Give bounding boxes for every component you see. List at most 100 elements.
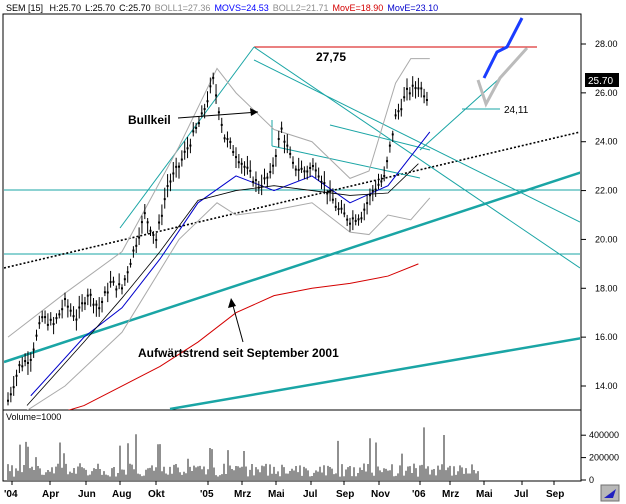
header-part: H:25.70	[50, 3, 82, 13]
x-tick-label: '05	[200, 489, 214, 500]
vol-tick-label: 200000	[589, 453, 619, 463]
price-close-mark	[386, 160, 389, 163]
header-symbol: SEM [15]	[6, 3, 43, 13]
price-close-mark	[75, 318, 78, 321]
price-close-mark	[41, 316, 44, 319]
price-close-mark	[166, 185, 169, 188]
price-close-mark	[297, 168, 300, 171]
x-tick-label: Aug	[112, 489, 131, 500]
bullkeil-arrowhead	[250, 108, 258, 116]
price-close-mark	[32, 348, 35, 351]
last-price-box	[585, 73, 619, 87]
price-close-mark	[272, 164, 275, 167]
price-close-mark	[15, 374, 18, 377]
price-close-mark	[235, 156, 237, 159]
y-tick-label: 14.00	[595, 381, 618, 391]
price-close-mark	[420, 87, 423, 90]
x-tick-label: Mai	[268, 489, 285, 500]
x-tick-label: Sep	[546, 489, 564, 500]
y-tick-label: 26.00	[595, 88, 618, 98]
price-close-mark	[337, 207, 340, 210]
price-close-mark	[78, 306, 81, 309]
price-close-mark	[374, 188, 377, 191]
wedge-upper-line	[253, 46, 580, 269]
price-close-mark	[254, 179, 257, 182]
price-close-mark	[417, 87, 420, 90]
price-close-mark	[135, 244, 138, 247]
header-part: MOVS=24.53	[214, 3, 268, 13]
x-tick-label: Apr	[42, 489, 59, 500]
x-tick-label: '06	[412, 489, 426, 500]
price-close-mark	[249, 169, 252, 172]
price-close-mark	[257, 186, 260, 189]
price-close-mark	[143, 212, 146, 215]
x-tick-label: '04	[4, 489, 18, 500]
price-close-mark	[29, 358, 32, 361]
price-close-mark	[309, 166, 312, 169]
price-close-mark	[123, 278, 126, 281]
price-close-mark	[140, 221, 143, 224]
price-close-mark	[38, 322, 41, 325]
price-close-mark	[366, 202, 369, 205]
header-part: BOLL1=27.36	[155, 3, 211, 13]
wedge-lower-line	[253, 59, 580, 223]
price-close-mark	[340, 207, 343, 210]
label-2411: 24,11	[504, 105, 529, 116]
bullkeil-pointer	[177, 111, 259, 119]
price-close-mark	[118, 283, 121, 286]
price-close-mark	[89, 293, 92, 296]
forecast-arrows	[476, 17, 529, 108]
price-close-mark	[200, 112, 203, 115]
trend-arrowhead	[228, 298, 236, 308]
uptrend-line-lower	[169, 337, 580, 410]
price-close-mark	[138, 236, 141, 239]
price-close-mark	[46, 323, 49, 326]
price-close-mark	[83, 302, 86, 305]
indicator-movs	[30, 131, 431, 397]
price-close-mark	[371, 189, 374, 192]
price-close-mark	[132, 249, 135, 252]
price-close-mark	[343, 212, 346, 215]
y-tick-label: 24.00	[595, 137, 618, 147]
price-close-mark	[126, 271, 129, 274]
price-close-mark	[155, 238, 158, 241]
price-close-mark	[246, 166, 249, 169]
price-close-mark	[92, 303, 95, 306]
price-close-mark	[81, 302, 84, 305]
price-close-mark	[146, 221, 149, 224]
indicator-header: SEM [15] H:25.70 L:25.70 C:25.70 BOLL1=27.3…	[6, 3, 438, 13]
price-close-mark	[217, 111, 220, 114]
price-close-mark	[197, 122, 200, 125]
price-close-mark	[115, 288, 118, 291]
header-part: MovE=18.90	[333, 3, 384, 13]
time-axis: '04 Apr Jun Aug Okt '05 Mrz Mai Jul Sep Nov '06 Mrz M…	[4, 481, 564, 500]
price-close-mark	[220, 123, 223, 126]
annotation-pointers	[177, 108, 259, 343]
price-close-mark	[388, 144, 391, 147]
trend-arrow-icon[interactable]	[604, 489, 616, 498]
price-close-mark	[172, 172, 175, 175]
price-close-mark	[98, 307, 101, 310]
price-close-mark	[186, 147, 189, 150]
price-close-mark	[109, 281, 112, 284]
price-close-mark	[209, 85, 212, 88]
price-close-mark	[44, 316, 47, 319]
price-close-mark	[69, 309, 72, 312]
x-tick-label: Sep	[336, 489, 354, 500]
price-close-mark	[394, 114, 397, 117]
price-close-mark	[103, 291, 106, 294]
price-close-mark	[243, 165, 246, 168]
chart-corner-button[interactable]	[600, 484, 620, 502]
price-close-mark	[35, 334, 38, 337]
price-close-mark	[61, 308, 64, 311]
price-close-mark	[195, 126, 198, 129]
price-close-mark	[203, 108, 206, 111]
price-close-mark	[425, 99, 428, 102]
price-close-mark	[266, 176, 269, 179]
price-close-mark	[334, 205, 337, 208]
trend-drawings	[4, 46, 580, 410]
price-close-mark	[289, 152, 292, 155]
y-tick-label: 22.00	[595, 186, 618, 196]
price-close-mark	[49, 318, 52, 321]
